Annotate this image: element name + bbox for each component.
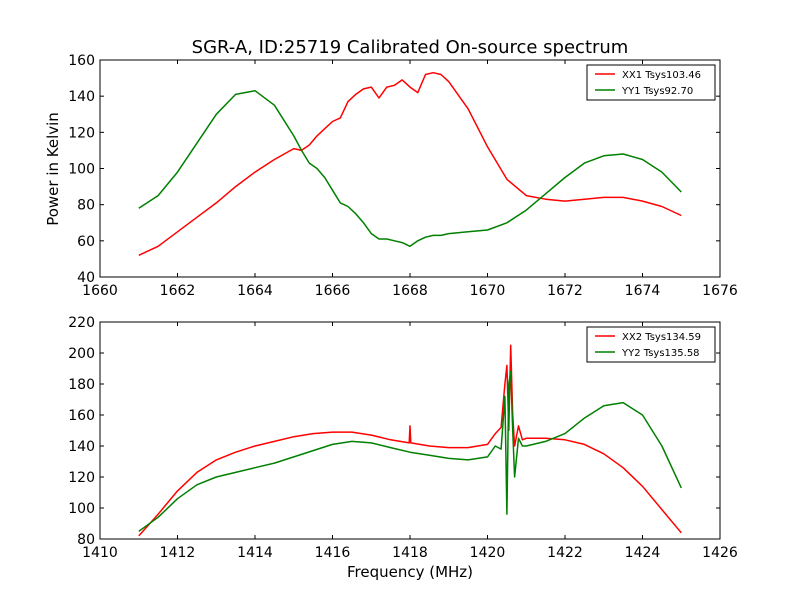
bottom-legend-label-xx2: XX2 Tsys134.59 [622, 332, 701, 343]
bottom-x-tick-label: 1420 [470, 545, 506, 561]
top-x-tick-label: 1670 [470, 283, 506, 299]
bottom-x-tick-label: 1422 [547, 545, 583, 561]
bottom-y-tick-label: 140 [68, 439, 95, 455]
bottom-x-tick-label: 1424 [625, 545, 661, 561]
top-legend-box [586, 64, 716, 101]
top-series-line-yy [138, 89, 682, 248]
top-x-tick-label: 1662 [160, 283, 196, 299]
top-plot: SGR-A, ID:25719 Calibrated On-source spe… [44, 37, 738, 299]
bottom-y-tick-label: 120 [68, 470, 95, 486]
bottom-legend-box [586, 326, 716, 363]
top-legend: XX1 Tsys103.46 YY1 Tsys92.70 [586, 64, 716, 101]
top-x-tick-label: 1666 [315, 283, 351, 299]
top-x-tick-label: 1660 [82, 283, 118, 299]
bottom-x-tick-label: 1416 [315, 545, 351, 561]
top-x-tick-label: 1668 [392, 283, 428, 299]
top-x-tick-label: 1664 [237, 283, 273, 299]
bottom-y-tick-label: 200 [68, 346, 95, 362]
top-x-tick-label: 1674 [625, 283, 661, 299]
top-series-line-xx [138, 71, 682, 256]
bottom-legend: XX2 Tsys134.59 YY2 Tsys135.58 [586, 326, 716, 363]
bottom-y-tick-label: 80 [77, 532, 95, 548]
bottom-x-axis-label: Frequency (MHz) [347, 563, 473, 581]
bottom-series-line-xx [138, 344, 682, 537]
bottom-x-tick-label: 1414 [237, 545, 273, 561]
bottom-y-tick-label: 180 [68, 377, 95, 393]
chart-title: SGR-A, ID:25719 Calibrated On-source spe… [192, 37, 629, 58]
top-series-layer [138, 71, 682, 256]
top-y-tick-label: 120 [68, 125, 95, 141]
top-legend-label-xx1: XX1 Tsys103.46 [622, 70, 701, 81]
top-y-tick-label: 40 [77, 270, 95, 286]
top-plot-frame [99, 59, 721, 278]
top-y-tick-label: 80 [77, 198, 95, 214]
bottom-legend-label-yy2: YY2 Tsys135.58 [621, 348, 700, 359]
top-x-tick-label: 1672 [547, 283, 583, 299]
bottom-y-tick-label: 100 [68, 501, 95, 517]
bottom-series-layer [138, 344, 682, 537]
bottom-plot-frame [99, 321, 721, 540]
bottom-x-tick-label: 1418 [392, 545, 428, 561]
top-y-tick-label: 100 [68, 162, 95, 178]
top-y-tick-label: 140 [68, 89, 95, 105]
top-y-tick-label: 160 [68, 53, 95, 69]
bottom-y-tick-label: 220 [68, 315, 95, 331]
bottom-x-tick-label: 1410 [82, 545, 118, 561]
bottom-x-tick-label: 1412 [160, 545, 196, 561]
top-ticks-layer: 1660 1662 1664 1666 1668 1670 1672 1674 1676 40 60… [68, 53, 738, 299]
bottom-plot: Frequency (MHz) 1410 1412 1414 1416 1418 1420… [68, 315, 738, 581]
bottom-x-tick-label: 1426 [702, 545, 738, 561]
top-x-tick-label: 1676 [702, 283, 738, 299]
top-y-tick-label: 60 [77, 234, 95, 250]
bottom-series-line-yy [138, 370, 682, 532]
bottom-y-tick-label: 160 [68, 408, 95, 424]
top-y-axis-label: Power in Kelvin [44, 112, 62, 226]
top-legend-label-yy1: YY1 Tsys92.70 [621, 86, 693, 97]
